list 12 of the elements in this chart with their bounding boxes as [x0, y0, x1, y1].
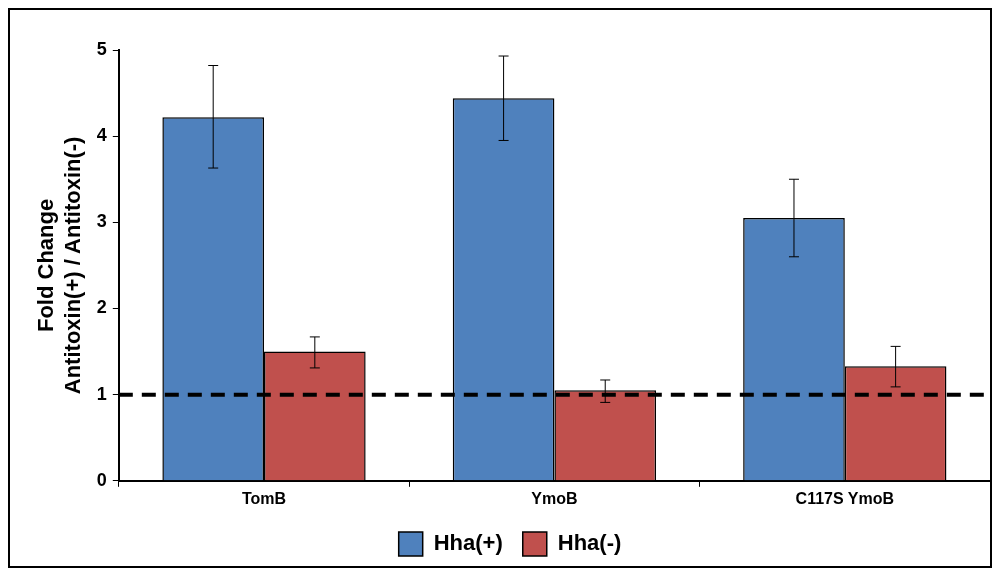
legend-label: Hha(-) — [557, 530, 622, 556]
y-tick-label: 1 — [96, 383, 107, 404]
y-tick-label: 4 — [96, 125, 107, 146]
y-axis-title: Fold Change Antitoxin(+) / Antitoxin(-) — [33, 136, 85, 395]
y-tick-label: 0 — [96, 469, 107, 490]
y-tick-label: 2 — [96, 297, 107, 318]
y-tick-label: 3 — [96, 211, 107, 232]
legend-label: Hha(+) — [433, 530, 503, 556]
x-tick-label: YmoB — [531, 489, 578, 507]
x-tick-label: C117S YmoB — [795, 489, 895, 507]
y-tick-label: 5 — [96, 38, 107, 59]
x-tick-label: TomB — [241, 489, 287, 507]
